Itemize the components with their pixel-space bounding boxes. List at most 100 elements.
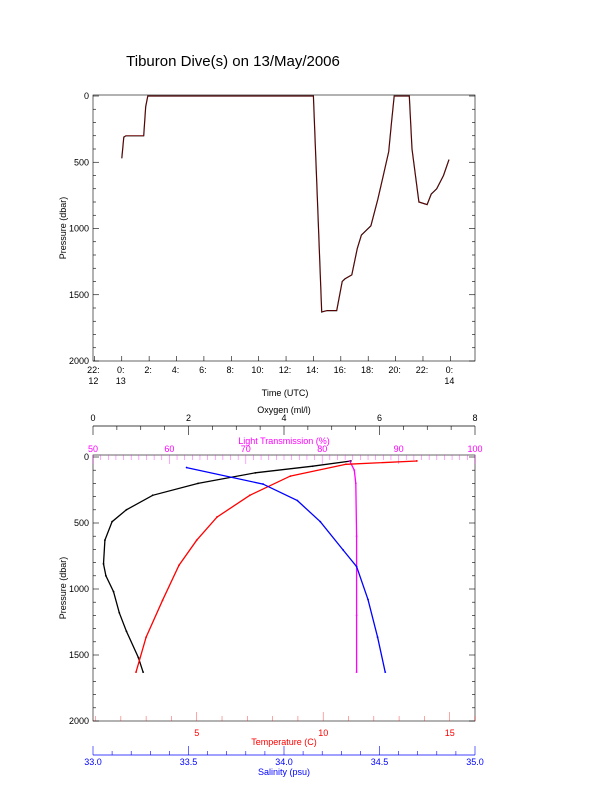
top-y-tick-label: 500: [74, 157, 89, 167]
top-x-tick-label: 6:: [199, 365, 207, 375]
top-x-tick-label: 2:: [144, 365, 152, 375]
sal-tick-label: 34.0: [275, 757, 293, 767]
dive-track-highlight: [121, 95, 450, 313]
chart-title: Tiburon Dive(s) on 13/May/2006: [126, 53, 340, 70]
light-transmission-point: [354, 482, 357, 485]
top-y-tick-label: 1000: [69, 224, 89, 234]
sal-axis-label: Salinity (psu): [258, 767, 310, 777]
light-tick-label: 80: [317, 444, 327, 454]
temperature-profile-line: [135, 460, 417, 673]
top-x-tick-label: 0:: [446, 365, 454, 375]
salinity-point: [355, 565, 358, 568]
top-x-tick-label: 10:: [251, 365, 264, 375]
salinity-point: [319, 520, 322, 523]
temp-tick-label: 10: [318, 728, 328, 738]
oxygen-tick-label: 6: [377, 413, 382, 423]
top-x-tick-label: 22:: [416, 365, 429, 375]
sal-tick-label: 34.5: [371, 757, 389, 767]
oxygen-point: [112, 590, 115, 593]
oxygen-point: [137, 656, 140, 659]
top-plot-frame: [92, 94, 476, 362]
light-tick-label: 90: [394, 444, 404, 454]
temperature-point: [289, 475, 292, 478]
light-tick-label: 100: [467, 444, 482, 454]
salinity-point: [296, 499, 299, 502]
temperature-point: [415, 460, 418, 462]
oxygen-point: [118, 611, 121, 614]
top-xlabel: Time (UTC): [262, 388, 309, 398]
dive-track-line: [121, 95, 450, 313]
light-transmission-point: [355, 671, 358, 674]
top-x-tick-label: 16:: [334, 365, 347, 375]
oxygen-tick-label: 4: [281, 413, 286, 423]
light-tick-label: 70: [241, 444, 251, 454]
oxygen-point: [142, 671, 145, 674]
top-x-tick-label-date: 13: [116, 376, 126, 386]
bottom-y-tick-label: 500: [74, 518, 89, 528]
temperature-point: [248, 494, 251, 497]
oxygen-axis-label: Oxygen (ml/l): [257, 405, 311, 415]
sal-tick-label: 35.0: [466, 757, 484, 767]
temperature-point: [216, 516, 218, 518]
oxygen-point: [104, 539, 106, 542]
light-transmission-point: [355, 614, 358, 617]
salinity-point: [262, 483, 264, 485]
light-transmission-point: [353, 469, 356, 472]
light-tick-label: 60: [164, 444, 174, 454]
oxygen-point: [197, 482, 199, 485]
top-y-tick-label: 1500: [69, 290, 89, 300]
top-x-tick-label: 8:: [227, 365, 235, 375]
bottom-y-tick-label: 1000: [69, 584, 89, 594]
bottom-plot-frame: [92, 454, 476, 722]
sal-tick-label: 33.5: [180, 757, 198, 767]
oxygen-point: [151, 494, 154, 497]
sal-tick-label: 33.0: [84, 757, 102, 767]
oxygen-point: [111, 520, 113, 523]
salinity-point: [384, 671, 387, 674]
top-x-tick-label: 20:: [388, 365, 401, 375]
oxygen-point: [311, 465, 314, 468]
oxygen-tick-label: 2: [186, 413, 191, 423]
top-x-tick-label: 0:: [117, 365, 125, 375]
oxygen-point: [125, 508, 128, 511]
top-x-tick-label: 18:: [361, 365, 374, 375]
temperature-point: [161, 599, 164, 602]
temp-tick-label: 15: [445, 728, 455, 738]
top-y-tick-label: 2000: [69, 356, 89, 366]
top-x-tick-label: 22:: [87, 365, 100, 375]
top-x-tick-label-date: 14: [444, 376, 454, 386]
oxygen-point: [102, 563, 105, 565]
bottom-ylabel: Pressure (dbar): [58, 557, 68, 620]
oxygen-tick-label: 0: [90, 413, 95, 423]
top-x-tick-label-date: 12: [88, 376, 98, 386]
salinity-point: [376, 636, 379, 639]
temperature-point: [178, 564, 180, 567]
oxygen-profile-line: [102, 460, 351, 673]
oxygen-point: [254, 471, 257, 474]
salinity-point: [342, 549, 345, 551]
top-x-tick-label: 14:: [306, 365, 319, 375]
temperature-point: [145, 636, 148, 639]
light-tick-label: 50: [88, 444, 98, 454]
oxygen-point: [125, 630, 128, 633]
light-axis-label: Light Transmission (%): [238, 436, 330, 446]
bottom-y-tick-label: 2000: [69, 716, 89, 726]
temperature-point: [195, 539, 198, 542]
bottom-y-tick-label: 0: [84, 452, 89, 462]
temperature-point: [135, 671, 137, 674]
top-ylabel: Pressure (dbar): [58, 197, 68, 260]
bottom-y-tick-label: 1500: [69, 650, 89, 660]
temperature-point: [345, 463, 347, 466]
temp-axis-label: Temperature (C): [251, 737, 317, 747]
top-x-tick-label: 4:: [172, 365, 180, 375]
oxygen-tick-label: 8: [472, 413, 477, 423]
top-y-tick-label: 0: [84, 91, 89, 101]
light-transmission-point: [355, 535, 358, 538]
light-transmission-profile-line: [349, 460, 358, 673]
temp-tick-label: 5: [194, 728, 199, 738]
salinity-point: [185, 466, 188, 469]
light-transmission-point: [348, 460, 351, 462]
oxygen-point: [104, 574, 107, 577]
salinity-point: [367, 598, 369, 601]
